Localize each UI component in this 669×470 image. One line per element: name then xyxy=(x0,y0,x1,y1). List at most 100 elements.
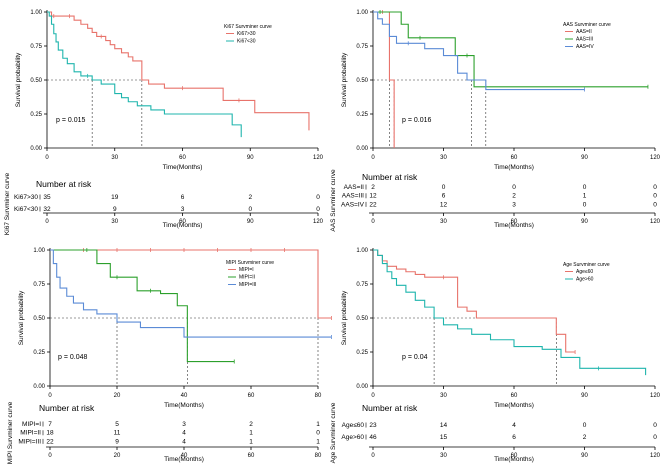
y-tick-label: 1.00 xyxy=(356,248,368,254)
risk-cell: 2 xyxy=(248,194,252,201)
y-tick-label: 0.25 xyxy=(33,350,45,356)
p-value: p = 0.015 xyxy=(56,117,85,124)
risk-cell: 35 xyxy=(43,194,51,201)
risk-x-tick-label: 80 xyxy=(315,453,322,459)
x-tick-label: 90 xyxy=(581,393,588,399)
risk-cell: 1 xyxy=(249,430,253,437)
risk-x-tick-label: 40 xyxy=(181,453,188,459)
y-tick-label: 0.50 xyxy=(33,316,45,322)
risk-cell: 6 xyxy=(512,434,516,441)
risk-x-tick-label: 30 xyxy=(440,219,447,225)
risk-cell: 3 xyxy=(512,201,516,208)
y-tick-label: 1.00 xyxy=(30,10,42,16)
risk-cell: 9 xyxy=(115,438,119,445)
risk-x-tick-label: 120 xyxy=(650,219,661,225)
risk-cell: 2 xyxy=(249,421,253,428)
risk-cell: 7 xyxy=(48,421,52,428)
risk-cell: 0 xyxy=(653,201,657,208)
legend-entry: AAS=II xyxy=(576,29,592,35)
x-tick-label: 30 xyxy=(440,393,447,399)
risk-x-tick-label: 90 xyxy=(581,219,588,225)
risk-row-label: AAS=IV xyxy=(341,201,365,208)
risk-cell: 1 xyxy=(583,193,587,200)
risk-cell: 18 xyxy=(46,430,54,437)
y-axis-label: Survival probability xyxy=(15,52,22,107)
risk-table-title: Number at risk xyxy=(36,179,92,189)
risk-cell: 23 xyxy=(369,422,377,429)
risk-table-title: Number at risk xyxy=(39,403,95,413)
risk-cell: 46 xyxy=(369,434,377,441)
p-value: p = 0.016 xyxy=(402,117,431,124)
risk-cell: 3 xyxy=(181,206,185,213)
risk-x-tick-label: 90 xyxy=(581,453,588,459)
risk-cell: 0 xyxy=(512,184,516,191)
risk-x-tick-label: 0 xyxy=(45,219,49,225)
risk-table-title: Number at risk xyxy=(362,403,418,413)
x-tick-label: 0 xyxy=(45,155,49,161)
risk-cell: 0 xyxy=(248,206,252,213)
x-tick-label: 90 xyxy=(581,155,588,161)
survival-curve-0 xyxy=(50,249,332,319)
risk-row-label: AAS=III xyxy=(342,193,364,200)
survival-curve-1 xyxy=(373,249,647,376)
y-tick-label: 0.75 xyxy=(33,282,45,288)
risk-table-title: Number at risk xyxy=(362,172,418,182)
risk-cell: 12 xyxy=(369,193,377,200)
y-axis-label: Survival probability xyxy=(341,290,348,345)
risk-x-tick-label: 20 xyxy=(114,453,121,459)
x-tick-label: 30 xyxy=(111,155,118,161)
risk-table-side-label: AAS Survminer curve xyxy=(330,169,337,232)
risk-cell: 11 xyxy=(114,430,121,437)
legend-entry: MIPI=II xyxy=(239,275,255,281)
x-axis-label: Time(Months) xyxy=(494,164,534,171)
risk-cell: 19 xyxy=(111,194,119,201)
y-tick-label: 0.00 xyxy=(356,384,368,390)
y-tick-label: 0.25 xyxy=(356,350,368,356)
y-tick-label: 0.00 xyxy=(33,384,45,390)
risk-cell: 1 xyxy=(316,438,320,445)
risk-x-tick-label: 60 xyxy=(248,453,255,459)
x-tick-label: 80 xyxy=(315,393,322,399)
legend-entry: Ki67>30 xyxy=(237,31,256,37)
y-axis-label: Survival probability xyxy=(18,290,25,345)
risk-cell: 5 xyxy=(115,421,119,428)
survival-curve-1 xyxy=(47,11,242,138)
risk-row-label: MIPI=I xyxy=(22,421,41,428)
risk-cell: 2 xyxy=(512,193,516,200)
risk-cell: 22 xyxy=(369,201,377,208)
risk-row-label: AAS=II xyxy=(344,184,365,191)
risk-row-label: MIPI=II xyxy=(20,430,41,437)
risk-cell: 6 xyxy=(181,194,185,201)
risk-cell: 0 xyxy=(583,184,587,191)
y-tick-label: 0.25 xyxy=(30,112,42,118)
x-tick-label: 20 xyxy=(114,393,121,399)
risk-cell: 14 xyxy=(440,422,448,429)
legend-title: Ki67 Survminer curve xyxy=(224,24,272,30)
x-tick-label: 120 xyxy=(650,155,661,161)
risk-cell: 0 xyxy=(653,422,657,429)
x-tick-label: 60 xyxy=(511,393,518,399)
legend-entry: AAS=IV xyxy=(576,44,594,50)
risk-cell: 0 xyxy=(653,193,657,200)
legend-entry: AAS=III xyxy=(576,37,593,43)
y-tick-label: 1.00 xyxy=(356,10,368,16)
y-tick-label: 0.25 xyxy=(356,112,368,118)
survival-curve-0 xyxy=(47,11,310,131)
legend-title: AAS Survminer curve xyxy=(563,22,611,28)
risk-cell: 0 xyxy=(653,434,657,441)
y-axis-label: Survival probability xyxy=(341,52,348,107)
x-tick-label: 120 xyxy=(313,155,324,161)
legend-entry: Age>60 xyxy=(576,277,594,283)
y-tick-label: 0.50 xyxy=(356,78,368,84)
risk-x-tick-label: 0 xyxy=(371,219,375,225)
risk-cell: 3 xyxy=(182,421,186,428)
x-axis-label: Time(Months) xyxy=(494,402,534,409)
risk-x-axis-label: Time(Months) xyxy=(494,222,534,229)
risk-cell: 4 xyxy=(182,430,186,437)
x-tick-label: 90 xyxy=(247,155,254,161)
legend-title: MIPI Survminer curve xyxy=(226,260,274,266)
y-tick-label: 0.00 xyxy=(30,146,42,152)
risk-cell: 4 xyxy=(182,438,186,445)
